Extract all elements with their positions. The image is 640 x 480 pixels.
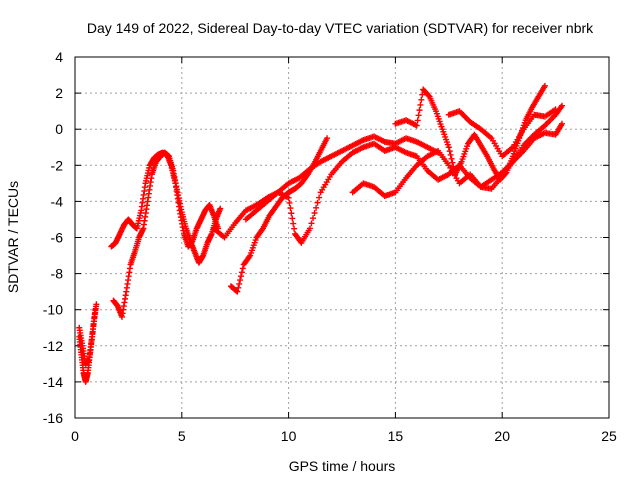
data-point xyxy=(416,107,423,114)
data-point xyxy=(237,277,244,284)
axis-ticks: 0 5 10 15 20 25 -16 -14 -12 -10 -8 -6 -4 -2 0 2 4 xyxy=(43,49,617,444)
data-point xyxy=(306,225,313,232)
x-tick-label: 10 xyxy=(281,428,297,444)
data-point xyxy=(236,280,243,287)
series-arc10 xyxy=(445,106,559,160)
data-point xyxy=(286,199,293,206)
y-tick-label: 4 xyxy=(55,49,63,65)
chart-title: Day 149 of 2022, Sidereal Day-to-day VTE… xyxy=(87,20,594,36)
data-point xyxy=(552,106,559,113)
data-point xyxy=(417,101,424,108)
y-tick-label: 2 xyxy=(55,85,63,101)
data-point xyxy=(414,117,421,124)
x-axis-label: GPS time / hours xyxy=(289,458,396,474)
data-point xyxy=(419,91,426,98)
data-point xyxy=(313,204,320,211)
data-point xyxy=(238,269,245,276)
data-point xyxy=(291,225,298,232)
data-point xyxy=(290,220,297,227)
data-point xyxy=(418,96,425,103)
data-point xyxy=(447,151,454,158)
data-point xyxy=(235,284,242,291)
data-point xyxy=(502,170,509,177)
x-tick-label: 25 xyxy=(601,428,617,444)
data-point xyxy=(541,82,548,89)
y-tick-label: -12 xyxy=(43,338,63,354)
y-tick-label: 0 xyxy=(55,121,63,137)
y-tick-label: -4 xyxy=(51,193,64,209)
series-arc2 xyxy=(76,306,99,367)
data-point xyxy=(92,306,99,313)
data-point xyxy=(233,287,240,294)
data-point xyxy=(415,112,422,119)
y-tick-label: -16 xyxy=(43,410,63,426)
data-point xyxy=(558,104,565,111)
series-arc6 xyxy=(227,135,331,295)
data-point xyxy=(450,163,457,170)
y-tick-label: -2 xyxy=(51,157,64,173)
x-tick-label: 0 xyxy=(71,428,79,444)
series-arc3 xyxy=(108,149,222,250)
y-tick-label: -10 xyxy=(43,302,63,318)
data-point xyxy=(259,226,266,233)
data-point xyxy=(285,194,292,201)
y-tick-label: -8 xyxy=(51,266,64,282)
series-arc4 xyxy=(110,149,224,320)
data-point xyxy=(445,144,452,151)
data-point xyxy=(217,205,224,212)
data-point xyxy=(289,215,296,222)
y-tick-label: -6 xyxy=(51,230,64,246)
data-point xyxy=(324,135,331,142)
x-tick-label: 15 xyxy=(388,428,404,444)
plot-frame xyxy=(74,56,610,419)
data-point xyxy=(314,199,321,206)
data-point xyxy=(93,301,100,308)
y-tick-label: -14 xyxy=(43,374,63,390)
x-tick-label: 5 xyxy=(178,428,186,444)
data-point xyxy=(559,120,566,127)
data-point xyxy=(308,220,315,227)
data-point xyxy=(425,92,432,99)
data-markers xyxy=(76,82,566,385)
data-point xyxy=(448,155,455,162)
data-point xyxy=(237,273,244,280)
x-tick-label: 20 xyxy=(494,428,510,444)
data-point xyxy=(288,210,295,217)
series-arc9 xyxy=(392,82,548,183)
grid xyxy=(75,57,609,418)
data-point xyxy=(413,122,420,129)
y-axis-label: SDTVAR / TECUs xyxy=(5,181,21,293)
data-point xyxy=(287,205,294,212)
series-arc5 xyxy=(210,133,442,241)
data-point xyxy=(449,159,456,166)
data-point xyxy=(234,288,241,295)
data-point xyxy=(239,265,246,272)
data-point xyxy=(316,194,323,201)
data-point xyxy=(311,210,318,217)
data-point xyxy=(246,253,253,260)
data-point xyxy=(446,148,453,155)
data-point xyxy=(310,215,317,222)
data-point xyxy=(559,102,566,109)
